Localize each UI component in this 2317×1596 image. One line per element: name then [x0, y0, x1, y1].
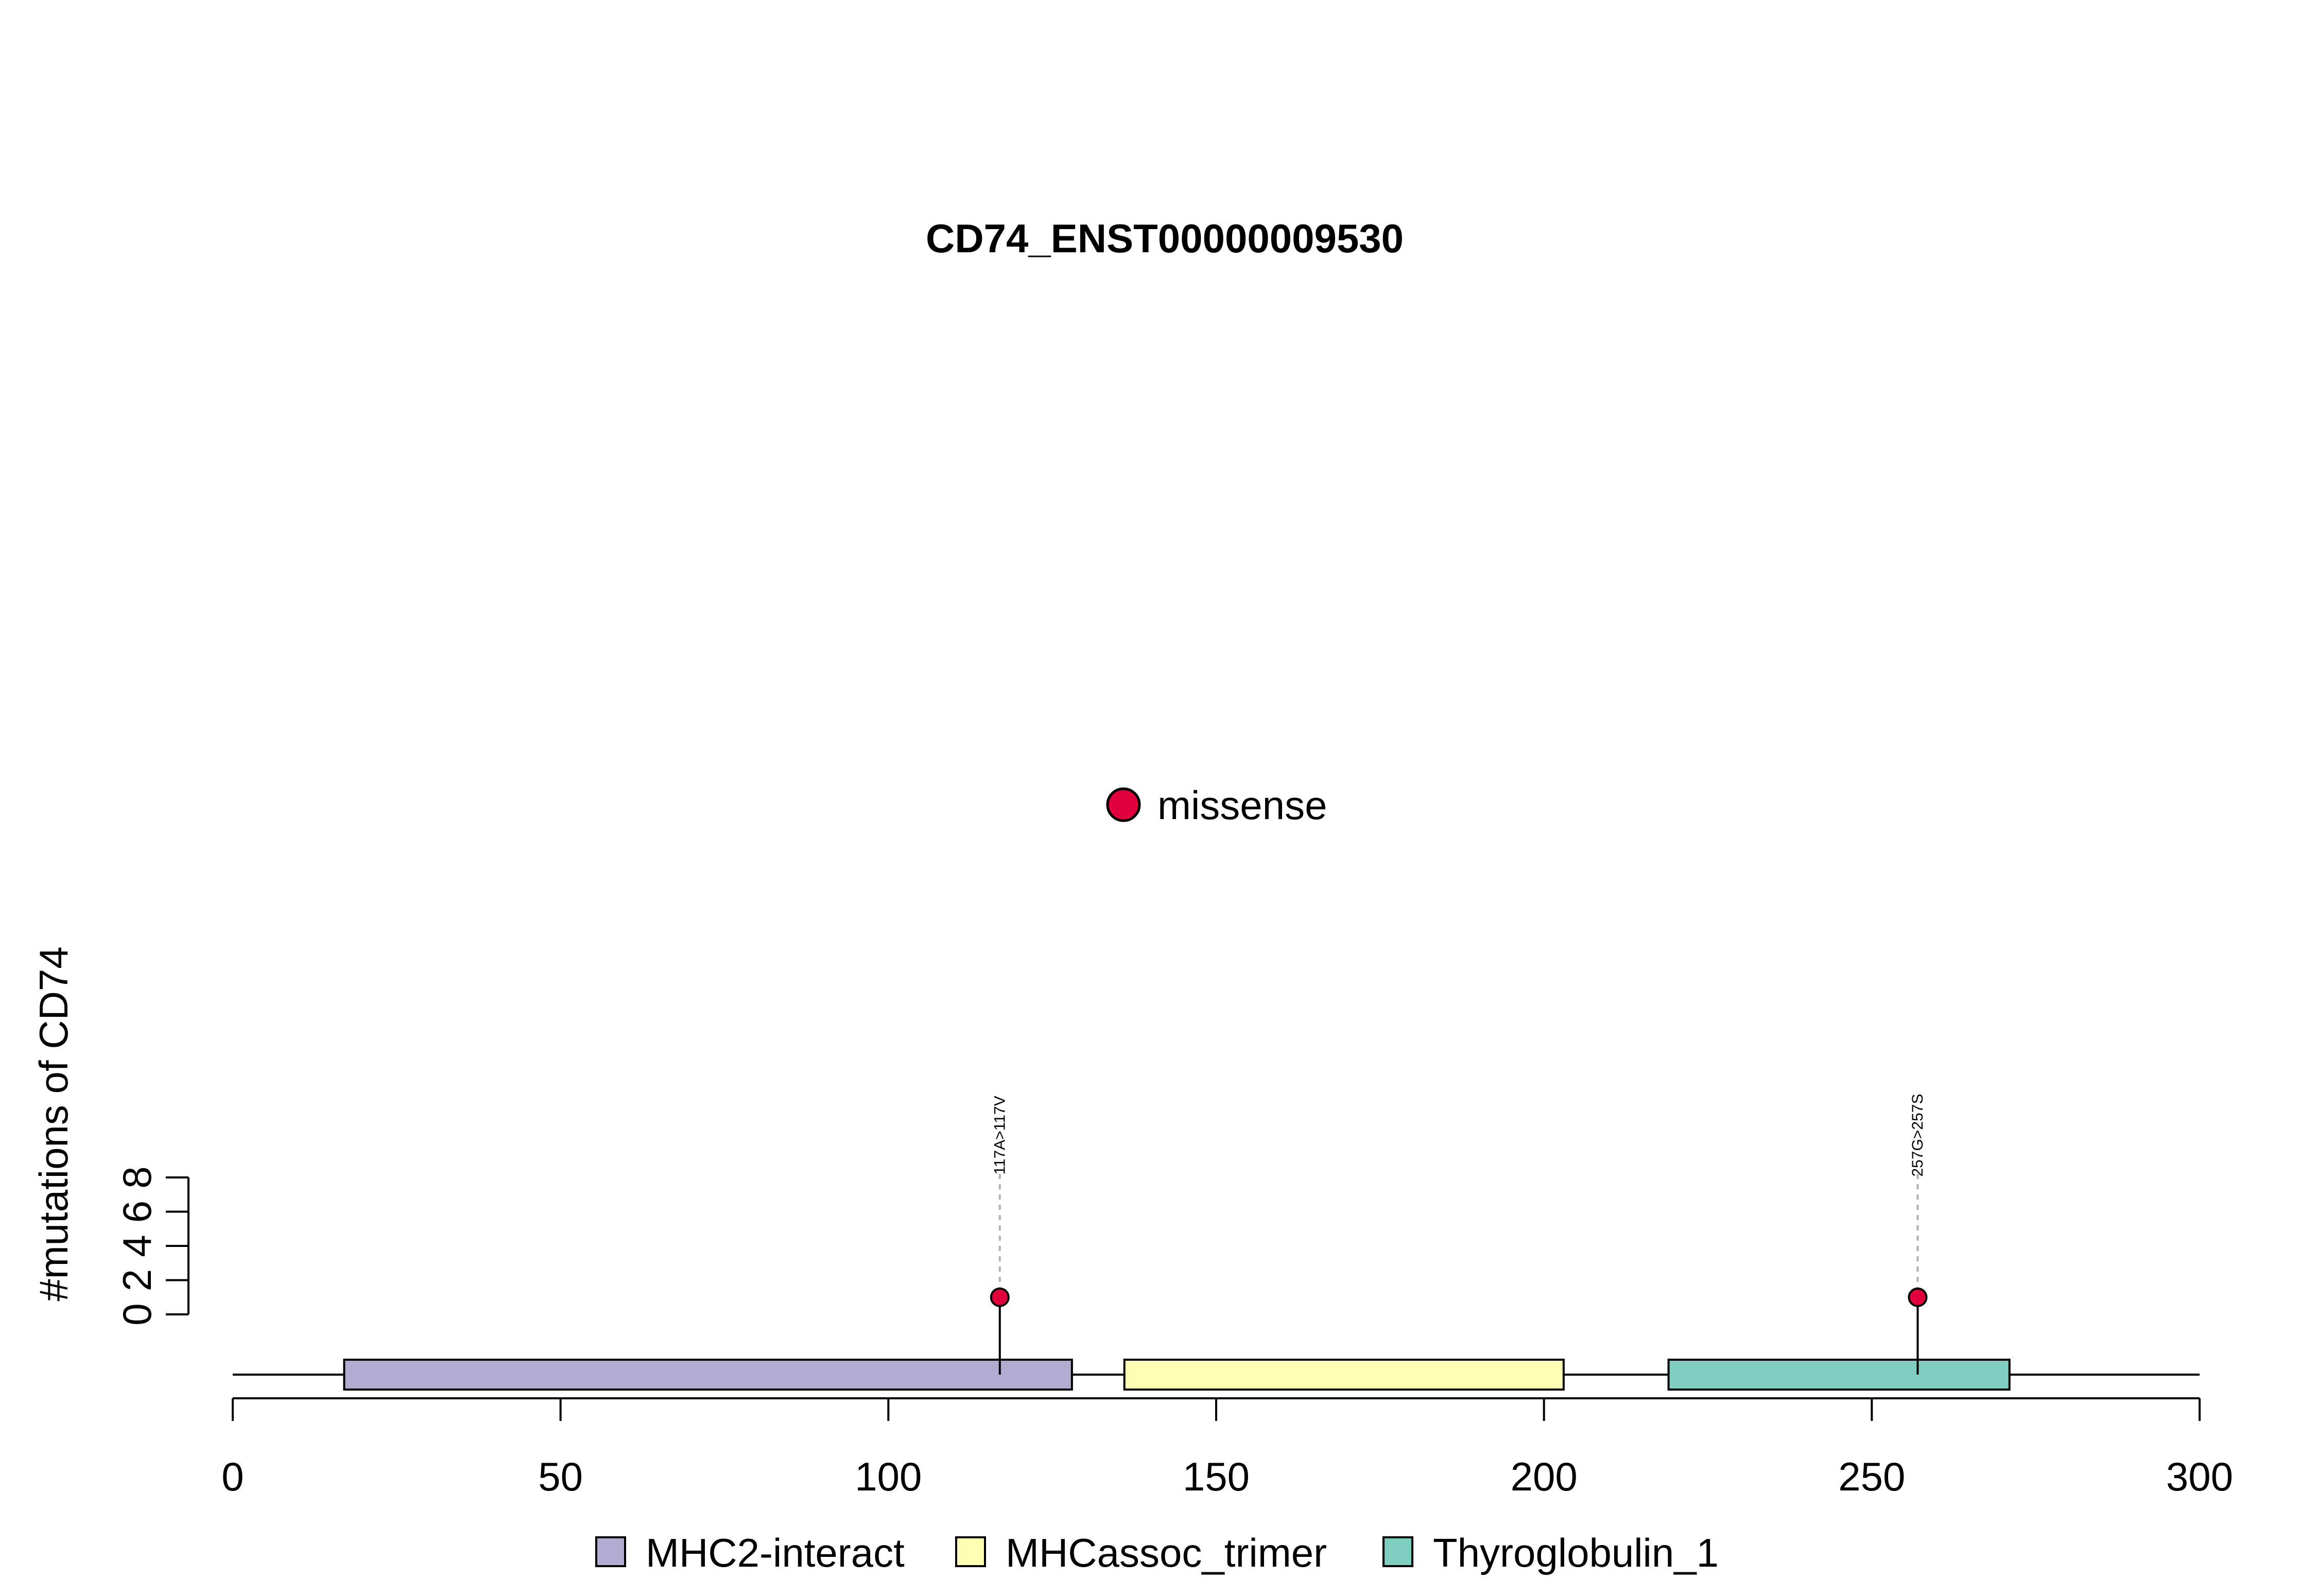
domain-legend-label: MHCassoc_trimer — [1006, 1530, 1327, 1575]
domain-box — [1123, 1359, 1565, 1391]
domain-legend-swatch — [955, 1536, 986, 1567]
x-tick-label: 200 — [1511, 1454, 1578, 1499]
x-axis: 0 50 100 150 200 250 300 — [221, 1397, 2233, 1499]
x-tick-label: 50 — [538, 1454, 583, 1499]
mutation-point — [990, 1287, 1010, 1307]
y-axis: 0 2 4 6 8 — [114, 1166, 189, 1326]
x-tick-label: 250 — [1838, 1454, 1905, 1499]
domain-legend-label: MHC2-interact — [646, 1530, 905, 1575]
domain-boxes — [343, 1359, 2011, 1391]
y-tick-label: 0 — [114, 1303, 160, 1325]
domain-box — [343, 1359, 1073, 1391]
mutation-lollipops: 117A>117V 257G>257S — [990, 1094, 1928, 1375]
domain-legend-label: Thyroglobulin_1 — [1433, 1530, 1719, 1575]
legend-missense-label: missense — [1157, 783, 1327, 828]
domain-legend: MHC2-interact MHCassoc_trimer Thyroglobuli… — [595, 1530, 1719, 1575]
mutation-label: 257G>257S — [1909, 1094, 1926, 1177]
x-tick-label: 100 — [855, 1454, 922, 1499]
y-tick-label: 8 — [114, 1166, 160, 1188]
domain-legend-swatch — [595, 1536, 626, 1567]
mutation-point — [1908, 1287, 1928, 1307]
domain-box — [1667, 1359, 2011, 1391]
x-tick-label: 0 — [221, 1454, 244, 1499]
y-tick-label: 2 — [114, 1269, 160, 1291]
mutation-type-legend: missense — [1106, 783, 1327, 828]
y-tick-label: 6 — [114, 1201, 160, 1223]
x-tick-label: 300 — [2166, 1454, 2233, 1499]
chart-title: CD74_ENST00000009530 — [926, 216, 1404, 261]
domain-legend-swatch — [1382, 1536, 1413, 1567]
legend-missense-marker — [1106, 787, 1141, 822]
x-tick-label: 150 — [1183, 1454, 1250, 1499]
y-axis-label: #mutations of CD74 — [31, 946, 76, 1301]
y-tick-label: 4 — [114, 1235, 160, 1257]
mutation-label: 117A>117V — [991, 1096, 1008, 1174]
